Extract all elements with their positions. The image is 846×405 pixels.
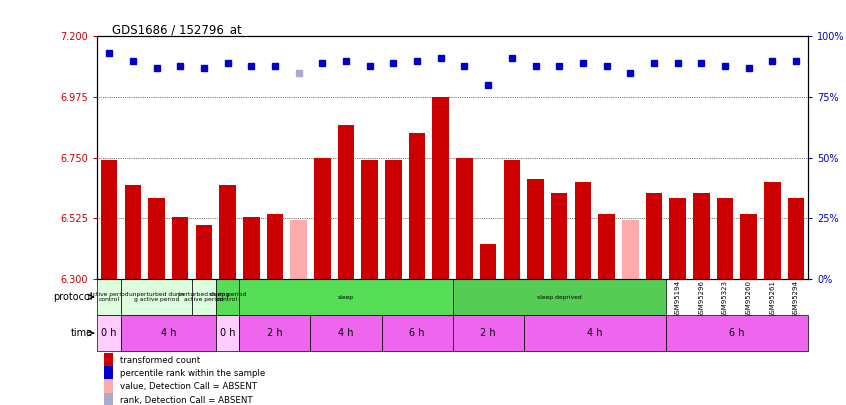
Text: protocol: protocol (53, 292, 93, 302)
Bar (717, 198, 733, 279)
Bar (239, 315, 310, 351)
Bar (527, 179, 544, 279)
Bar (101, 160, 118, 279)
Bar (216, 315, 239, 351)
Bar (432, 97, 449, 279)
Bar (192, 279, 216, 315)
Text: active period
control: active period control (90, 292, 129, 303)
Bar (503, 160, 520, 279)
Bar (104, 393, 113, 405)
Bar (361, 160, 378, 279)
Bar (551, 193, 568, 279)
Bar (338, 126, 354, 279)
Text: 2 h: 2 h (481, 328, 496, 338)
Bar (310, 315, 382, 351)
Text: unperturbed durin
g active period: unperturbed durin g active period (129, 292, 184, 303)
Bar (693, 193, 710, 279)
Bar (290, 220, 307, 279)
Text: 4 h: 4 h (587, 328, 602, 338)
Bar (382, 315, 453, 351)
Text: perturbed during
active period: perturbed during active period (179, 292, 229, 303)
Bar (195, 225, 212, 279)
Text: 0 h: 0 h (220, 328, 235, 338)
Text: 6 h: 6 h (729, 328, 744, 338)
Bar (385, 160, 402, 279)
Bar (148, 198, 165, 279)
Bar (740, 214, 757, 279)
Bar (480, 244, 497, 279)
Text: 0 h: 0 h (102, 328, 117, 338)
Text: 2 h: 2 h (267, 328, 283, 338)
Text: GDS1686 / 152796_at: GDS1686 / 152796_at (112, 23, 241, 36)
Bar (104, 353, 113, 367)
Bar (453, 279, 666, 315)
Bar (104, 379, 113, 394)
Bar (172, 217, 189, 279)
Text: 4 h: 4 h (338, 328, 354, 338)
Bar (216, 279, 239, 315)
Text: 4 h: 4 h (161, 328, 176, 338)
Bar (456, 158, 473, 279)
Bar (243, 217, 260, 279)
Bar (764, 182, 781, 279)
Bar (622, 220, 639, 279)
Text: sleep period
control: sleep period control (209, 292, 246, 303)
Text: transformed count: transformed count (120, 356, 201, 364)
Bar (788, 198, 805, 279)
Bar (97, 315, 121, 351)
Bar (97, 279, 121, 315)
Bar (121, 279, 192, 315)
Text: rank, Detection Call = ABSENT: rank, Detection Call = ABSENT (120, 396, 253, 405)
Bar (666, 315, 808, 351)
Text: value, Detection Call = ABSENT: value, Detection Call = ABSENT (120, 382, 257, 392)
Bar (524, 315, 666, 351)
Bar (598, 214, 615, 279)
Bar (574, 182, 591, 279)
Text: sleep deprived: sleep deprived (537, 294, 581, 300)
Bar (669, 198, 686, 279)
Text: sleep: sleep (338, 294, 354, 300)
Bar (453, 315, 524, 351)
Bar (219, 185, 236, 279)
Text: percentile rank within the sample: percentile rank within the sample (120, 369, 266, 378)
Bar (645, 193, 662, 279)
Bar (266, 214, 283, 279)
Bar (314, 158, 331, 279)
Bar (239, 279, 453, 315)
Bar (104, 366, 113, 381)
Bar (124, 185, 141, 279)
Text: time: time (71, 328, 93, 338)
Text: 6 h: 6 h (409, 328, 425, 338)
Bar (121, 315, 216, 351)
Bar (409, 134, 426, 279)
